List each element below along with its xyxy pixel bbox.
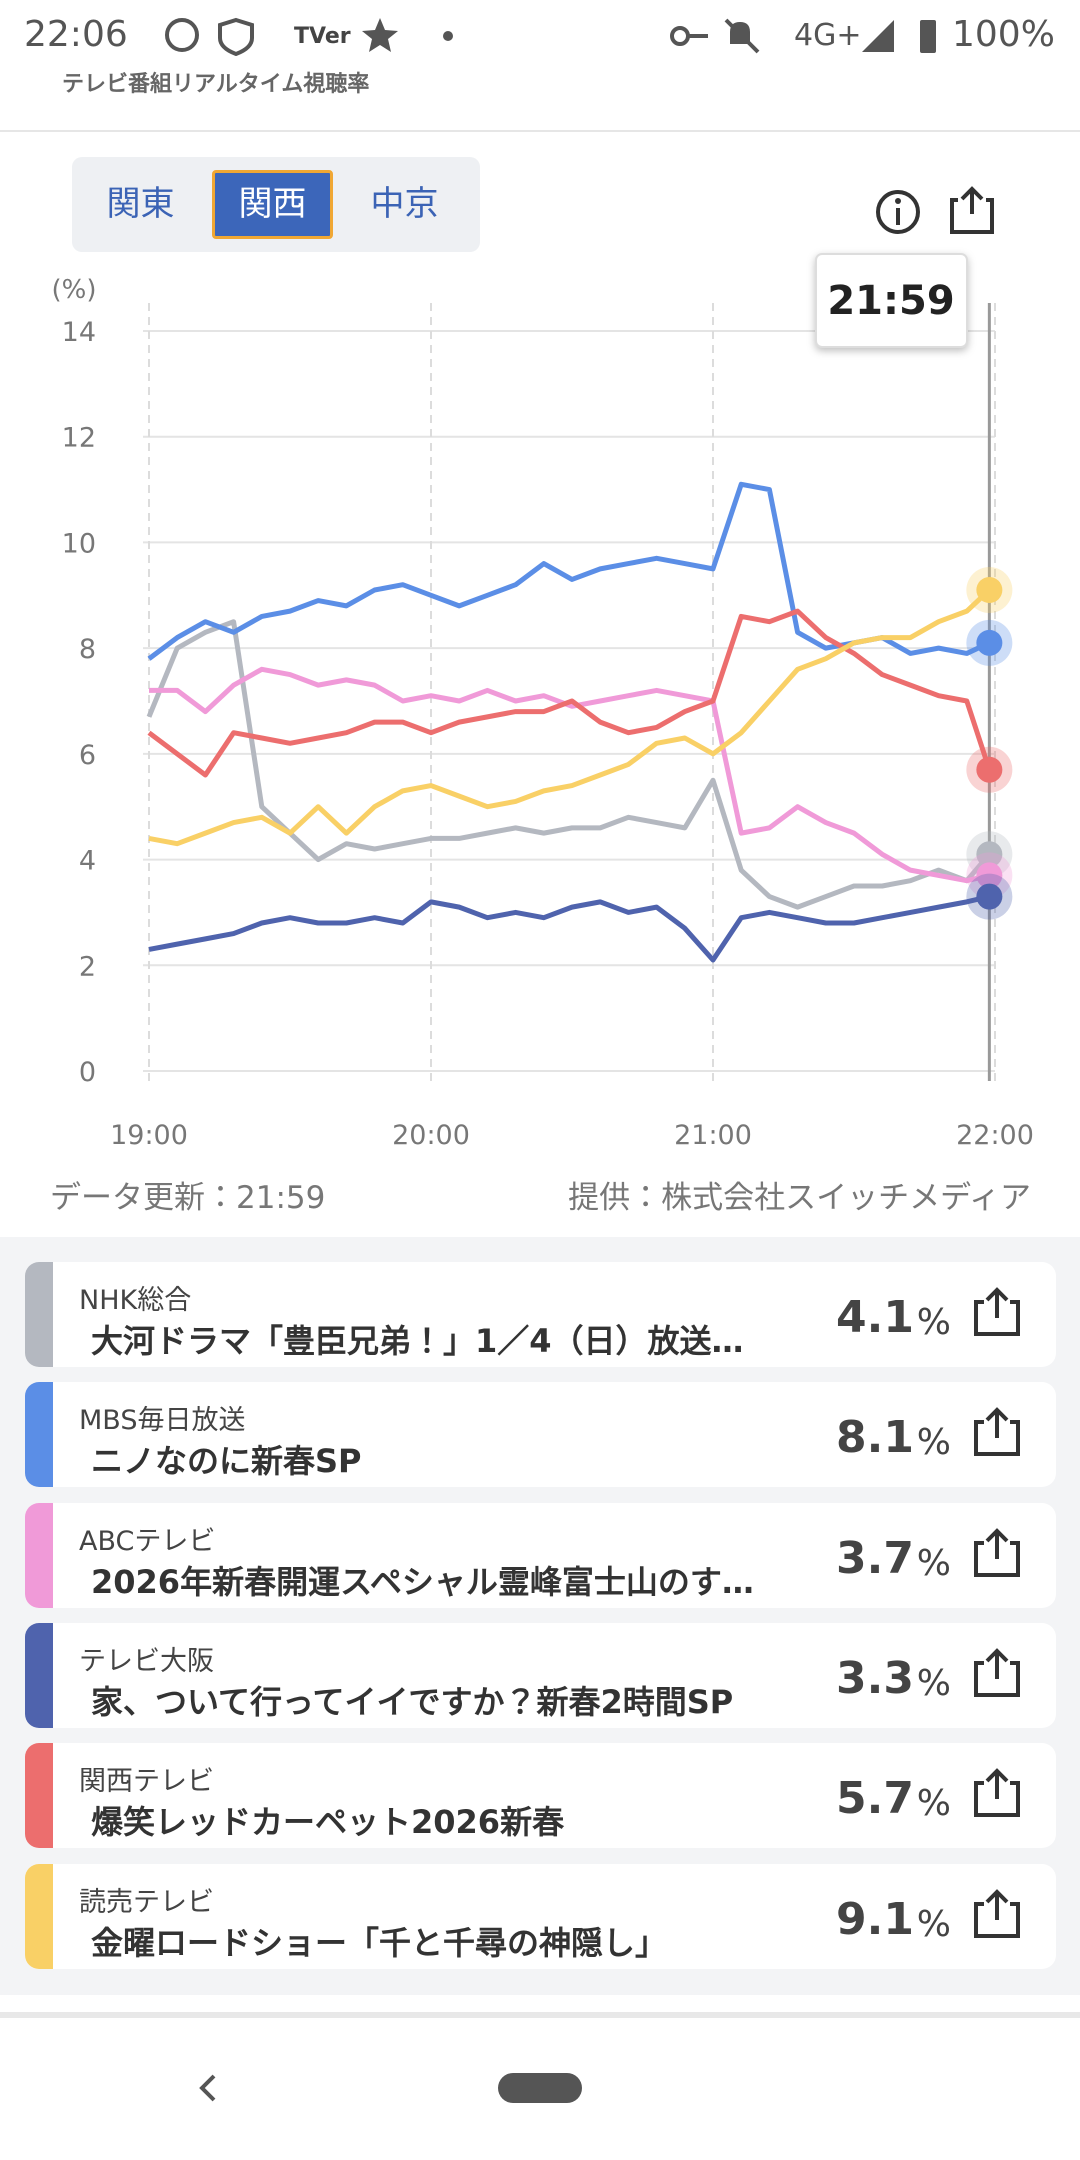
updated-time: データ更新：21:59 — [50, 1180, 326, 1216]
rating-unit: % — [916, 1662, 951, 1704]
clock: 22:06 — [24, 14, 128, 55]
x-tick-label: 22:00 — [956, 1120, 1034, 1151]
channel-color — [25, 1502, 53, 1608]
channel-color — [25, 1622, 53, 1728]
program-card[interactable]: 関西テレビ爆笑レッドカーペット2026新春 5.7% — [25, 1743, 1056, 1849]
nav-divider — [0, 2012, 1080, 2018]
program-card[interactable]: 読売テレビ金曜ロードショー「千と千尋の神隠し」 9.1% — [25, 1863, 1056, 1969]
program-card[interactable]: MBS毎日放送ニノなのに新春SP 8.1% — [25, 1382, 1056, 1488]
rating-unit: % — [916, 1422, 951, 1464]
series-line — [148, 588, 992, 847]
system-icons — [670, 18, 760, 54]
program-card[interactable]: ABCテレビ 2026年新春開運スペシャル霊峰富士山のす… 3.7% — [25, 1502, 1056, 1608]
channel-color — [25, 1743, 53, 1849]
y-tick-label: 0 — [79, 1057, 96, 1088]
program-title: 大河ドラマ「豊臣兄弟！」1／4（日）放送… — [91, 1322, 744, 1360]
share-button[interactable] — [970, 1286, 1024, 1340]
x-tick-label: 20:00 — [392, 1120, 470, 1151]
x-tick-label: 19:00 — [110, 1120, 188, 1151]
tooltip-text: 21:59 — [827, 278, 954, 324]
rating: 3.7 — [836, 1532, 914, 1584]
share-button[interactable] — [950, 186, 994, 234]
program-card[interactable]: テレビ大阪家、ついて行ってイイですか？新春2時間SP 3.3% — [25, 1622, 1056, 1728]
program-title: ニノなのに新春SP — [91, 1442, 362, 1481]
end-dot — [976, 629, 1003, 656]
nav-bar — [199, 2073, 582, 2103]
back-button[interactable] — [199, 2074, 216, 2102]
channel-name: テレビ大阪 — [79, 1645, 214, 1677]
share-button[interactable] — [970, 1767, 1024, 1821]
rating: 9.1 — [836, 1893, 914, 1945]
region-tab[interactable]: 中京 — [370, 184, 439, 224]
end-dot — [976, 862, 1003, 889]
y-tick-label: 14 — [62, 317, 96, 348]
end-dot — [976, 841, 1003, 868]
y-tick-label: 8 — [79, 634, 96, 665]
program-card[interactable]: NHK総合大河ドラマ「豊臣兄弟！」1／4（日）放送… 4.1% — [25, 1262, 1056, 1367]
channel-color — [25, 1382, 53, 1488]
data-source: 提供：株式会社スイッチメディア — [568, 1180, 1031, 1216]
x-tick-label: 21:00 — [674, 1120, 752, 1151]
channel-name: ABCテレビ — [79, 1525, 216, 1557]
end-dot — [976, 577, 1003, 603]
region-tabs: 関東 関西 中京 — [72, 157, 480, 252]
tooltip-box — [815, 253, 968, 348]
program-title: 2026年新春開運スペシャル霊峰富士山のす… — [91, 1562, 754, 1601]
share-button[interactable] — [970, 1647, 1024, 1701]
share-button[interactable] — [970, 1527, 1024, 1581]
y-tick-label: 4 — [79, 846, 96, 877]
rating-unit: % — [916, 1903, 951, 1945]
channel-name: NHK総合 — [79, 1285, 192, 1316]
series-line — [147, 608, 992, 778]
end-dot — [976, 756, 1003, 783]
share-button[interactable] — [970, 1406, 1024, 1460]
channel-name: 関西テレビ — [79, 1766, 214, 1798]
region-tab[interactable]: 関東 — [106, 184, 175, 224]
series-line — [147, 481, 991, 661]
y-tick-label: 2 — [79, 951, 96, 982]
channel-color — [25, 1262, 53, 1367]
program-title: 爆笑レッドカーペット2026新春 — [91, 1803, 565, 1842]
battery: 100% — [952, 14, 1055, 55]
y-tick-label: 6 — [79, 740, 96, 771]
status-icons — [165, 17, 254, 56]
share-button[interactable] — [970, 1888, 1024, 1942]
y-tick-label: 12 — [62, 423, 96, 454]
channel-name: 読売テレビ — [79, 1886, 214, 1918]
y-unit-label: (%) — [52, 275, 97, 305]
region-tab[interactable]: 関西 — [212, 170, 333, 239]
y-tick-label: 10 — [62, 528, 96, 559]
info-button[interactable] — [876, 190, 920, 234]
channel-color — [25, 1863, 53, 1969]
program-title: 金曜ロードショー「千と千尋の神隠し」 — [91, 1923, 668, 1962]
program-title: 家、ついて行ってイイですか？新春2時間SP — [91, 1682, 734, 1721]
series-line — [146, 619, 992, 910]
rating-unit: % — [916, 1783, 951, 1825]
app-title: テレビ番組リアルタイム視聴率 — [62, 72, 370, 97]
status-bar: 22:06 TVer 4G+ 100% — [0, 0, 1080, 70]
rating: 3.3 — [836, 1652, 914, 1704]
signal-battery — [862, 20, 936, 53]
notification: TVer — [294, 24, 351, 49]
series-line — [148, 894, 990, 963]
status-icons-2 — [362, 18, 453, 52]
network: 4G+ — [794, 18, 862, 53]
channel-name: MBS毎日放送 — [79, 1405, 246, 1437]
rating: 4.1 — [836, 1292, 914, 1343]
end-dot — [976, 883, 1003, 910]
divider — [0, 130, 1080, 132]
series-line — [149, 666, 990, 884]
chart: (%) 0 2 4 6 8 10 12 14 19:00 20:00 21:00 22:00 21:59 — [52, 186, 1034, 1151]
rating-unit: % — [916, 1302, 951, 1343]
home-button[interactable] — [498, 2073, 582, 2103]
rating: 8.1 — [836, 1412, 914, 1464]
rating: 5.7 — [836, 1773, 914, 1825]
rating-unit: % — [916, 1542, 951, 1584]
